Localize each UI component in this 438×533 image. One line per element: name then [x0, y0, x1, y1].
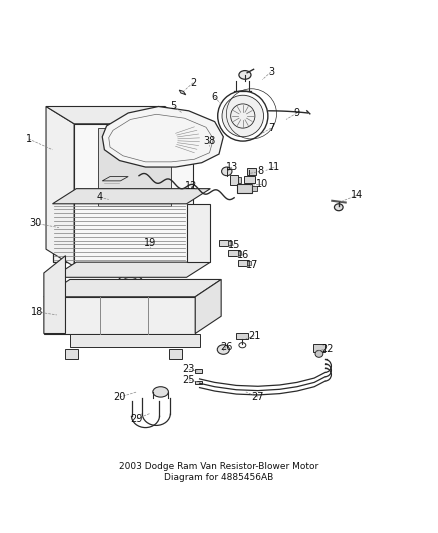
Text: 15: 15 [228, 240, 240, 250]
Text: 20: 20 [113, 392, 126, 402]
Bar [237, 177, 241, 183]
Ellipse shape [117, 274, 143, 293]
Polygon shape [102, 176, 128, 181]
Bar [195, 369, 202, 373]
Text: 4: 4 [97, 192, 103, 203]
Bar [247, 168, 256, 175]
Text: 9: 9 [294, 108, 300, 118]
Bar [236, 333, 248, 339]
Bar [53, 204, 187, 262]
Text: 38: 38 [203, 136, 215, 146]
Text: 19: 19 [144, 238, 156, 248]
Polygon shape [44, 279, 221, 297]
Text: 7: 7 [268, 123, 274, 133]
Text: 2: 2 [190, 78, 196, 88]
Text: 3: 3 [268, 67, 274, 77]
Text: 23: 23 [183, 365, 195, 374]
Polygon shape [169, 349, 182, 359]
Polygon shape [179, 90, 185, 94]
Text: 26: 26 [220, 342, 233, 351]
Text: 5: 5 [170, 101, 177, 111]
Text: 16: 16 [237, 250, 249, 260]
Bar [219, 240, 228, 246]
Text: 17: 17 [246, 260, 258, 270]
Polygon shape [46, 107, 74, 266]
Text: 21: 21 [248, 330, 261, 341]
Text: 29: 29 [131, 414, 143, 424]
Bar [228, 249, 237, 256]
Text: 2003 Dodge Ram Van Resistor-Blower Motor
Diagram for 4885456AB: 2003 Dodge Ram Van Resistor-Blower Motor… [120, 462, 318, 482]
Bar [230, 175, 237, 185]
Ellipse shape [222, 95, 264, 137]
Text: 11: 11 [268, 162, 280, 172]
Ellipse shape [239, 70, 251, 79]
Polygon shape [70, 334, 200, 346]
Text: 10: 10 [256, 179, 268, 189]
Bar [237, 251, 241, 255]
Bar [252, 186, 257, 191]
Bar [195, 381, 202, 384]
Polygon shape [53, 262, 210, 277]
Polygon shape [44, 297, 195, 334]
Bar [102, 181, 120, 203]
Text: 14: 14 [351, 190, 364, 200]
Ellipse shape [222, 167, 232, 176]
Bar [244, 176, 255, 183]
Polygon shape [102, 107, 223, 167]
Bar [228, 241, 232, 245]
Text: 18: 18 [31, 307, 43, 317]
Polygon shape [53, 189, 210, 204]
Text: 6: 6 [212, 92, 218, 102]
Bar [247, 261, 251, 265]
Text: 22: 22 [321, 344, 333, 354]
Bar [237, 184, 252, 193]
Polygon shape [66, 349, 78, 359]
Text: 8: 8 [257, 166, 263, 176]
Polygon shape [74, 124, 193, 266]
Ellipse shape [335, 204, 343, 211]
Text: 25: 25 [183, 375, 195, 385]
Polygon shape [187, 204, 210, 262]
Polygon shape [46, 107, 193, 124]
Bar [200, 141, 209, 146]
Text: 27: 27 [252, 392, 264, 402]
Polygon shape [98, 128, 171, 206]
Text: 13: 13 [226, 162, 238, 172]
Polygon shape [44, 256, 66, 334]
Text: 1: 1 [26, 134, 32, 144]
Polygon shape [195, 279, 221, 334]
Bar [313, 344, 325, 352]
Ellipse shape [217, 345, 230, 354]
Ellipse shape [315, 350, 323, 357]
Bar [237, 260, 247, 266]
Text: 30: 30 [29, 218, 41, 228]
Ellipse shape [153, 387, 168, 397]
Text: 12: 12 [185, 182, 197, 191]
